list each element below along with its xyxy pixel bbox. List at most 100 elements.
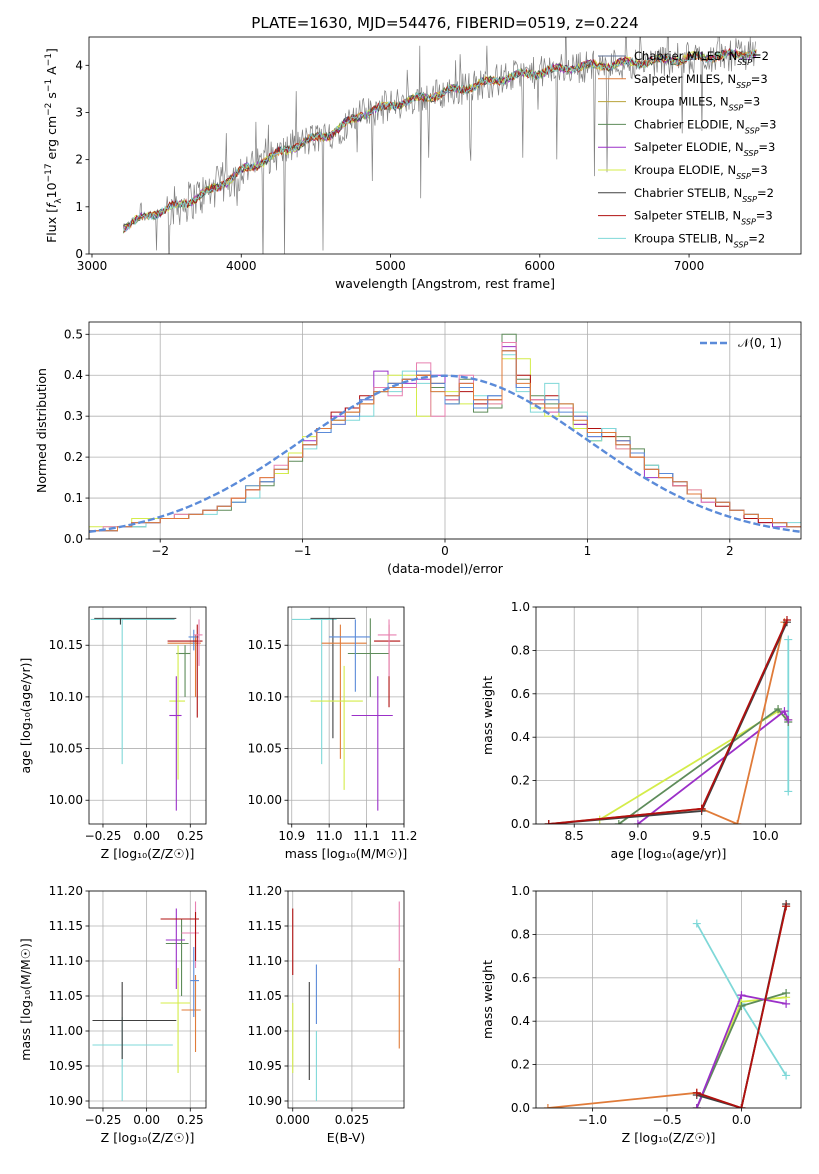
x-tick-label: −1.0 <box>578 1113 607 1127</box>
legend-tail: =3 <box>743 95 760 109</box>
legend-tail: =2 <box>748 231 765 245</box>
x-axis-label: E(B-V) <box>327 1130 366 1145</box>
legend-entry: Kroupa STELIB, NSSP=2 <box>634 231 765 249</box>
y-tick-label: 0.4 <box>64 368 83 382</box>
y-axis-label: mass weight <box>480 960 495 1039</box>
weight-marker <box>784 635 793 644</box>
errorbar-point-4 <box>190 947 200 1017</box>
x-tick-label: 10.9 <box>278 829 305 843</box>
y-tick-label: 1.0 <box>511 600 530 614</box>
y-tick-label: 11.15 <box>248 919 282 933</box>
legend-tail: =2 <box>757 186 774 200</box>
y-tick-label: 11.10 <box>49 954 83 968</box>
weight-marker <box>782 902 791 911</box>
plot-area <box>92 901 201 1101</box>
y-tick-label: 0.0 <box>511 1101 530 1115</box>
model-line-8 <box>122 48 757 232</box>
legend-sub: SSP <box>745 126 760 135</box>
plot-area <box>543 900 791 1108</box>
axes-frame <box>88 606 207 825</box>
legend-label: Kroupa MILES, N <box>634 95 729 109</box>
y-axis-label-part: −2 <box>44 103 54 116</box>
y-tick-label: 4 <box>75 58 83 72</box>
weight-marker <box>782 988 791 997</box>
axes-frame <box>88 321 802 540</box>
legend-label: Salpeter STELIB, N <box>634 209 741 223</box>
legend-label: Kroupa STELIB, N <box>634 231 734 245</box>
panel-age_vs_Z: −0.25 0.00 0.25 10.00 10.05 10.10 10.15 Z [log₁… <box>18 606 207 861</box>
errorbar-point-8 <box>193 619 203 666</box>
x-tick-label: −0.25 <box>85 1113 122 1127</box>
legend-entry: Salpeter MILES, NSSP=3 <box>634 72 768 90</box>
x-tick-label: 11.1 <box>353 829 380 843</box>
x-tick-label: 11.2 <box>391 829 418 843</box>
x-tick-label: −2 <box>151 544 169 558</box>
y-tick-label: 0.0 <box>511 817 530 831</box>
plot-area <box>89 333 801 539</box>
y-axis-label: mass weight <box>480 676 495 755</box>
weight-marker <box>774 704 783 713</box>
x-tick-label: 2 <box>726 544 734 558</box>
weight-marker <box>784 787 793 796</box>
y-tick-label: 11.10 <box>248 954 282 968</box>
legend-tail: =3 <box>760 117 777 131</box>
y-tick-label: 11.20 <box>248 884 282 898</box>
x-tick-label: 7000 <box>674 259 705 273</box>
x-tick-label: 0.25 <box>177 829 204 843</box>
y-tick-label: 10.05 <box>49 742 83 756</box>
weight-marker <box>782 1071 791 1080</box>
weight-marker <box>692 1104 701 1108</box>
y-tick-label: 11.00 <box>49 1024 83 1038</box>
axes-frame <box>88 36 802 255</box>
errorbar-point-6 <box>351 676 393 811</box>
y-tick-label: 10.15 <box>248 638 282 652</box>
errorbar-point-4 <box>329 619 371 692</box>
weight-marker <box>782 616 791 625</box>
axes-frame <box>287 890 405 1109</box>
legend-label: Salpeter ELODIE, N <box>634 140 744 154</box>
weight-marker <box>543 1104 552 1108</box>
legend-entry: Chabrier MILES, NSSP=2 <box>634 49 769 67</box>
y-axis-label-part: −1 <box>44 79 54 92</box>
legend-entry: Kroupa ELODIE, NSSP=3 <box>634 163 768 181</box>
y-tick-label: 2 <box>75 153 83 167</box>
legend-sub: SSP <box>734 240 749 249</box>
weight-marker <box>784 715 793 724</box>
y-tick-label: 1.0 <box>511 884 530 898</box>
x-tick-label: −0.25 <box>85 829 122 843</box>
x-tick-label: 10.0 <box>752 829 779 843</box>
x-axis-label: Z [log₁₀(Z/Z☉)] <box>622 1130 716 1145</box>
y-axis-label: mass [log₁₀(M/M☉)] <box>18 938 33 1060</box>
legend-label: Chabrier STELIB, N <box>634 186 742 200</box>
x-tick-label: 9.5 <box>692 829 711 843</box>
y-tick-label: 0.3 <box>64 409 83 423</box>
legend-label: Chabrier ELODIE, N <box>634 117 745 131</box>
weight-series-6 <box>696 906 787 1108</box>
legend-sub: SSP <box>744 149 759 158</box>
legend-label: Chabrier MILES, N <box>634 49 737 63</box>
x-tick-label: 4000 <box>226 259 257 273</box>
errorbar-point-5 <box>165 919 189 996</box>
weight-marker <box>782 999 791 1008</box>
legend-sub: SSP <box>736 172 751 181</box>
errorbar-point-1 <box>92 982 177 1059</box>
x-tick-label: 0.00 <box>133 1113 160 1127</box>
weight-series-5 <box>548 621 788 824</box>
axes-frame <box>535 890 802 1109</box>
y-tick-label: 10.10 <box>248 690 282 704</box>
errorbar-point-3 <box>181 975 201 1052</box>
legend-entry: Chabrier STELIB, NSSP=2 <box>634 186 774 204</box>
x-tick-label: 3000 <box>77 259 108 273</box>
x-axis-label: Z [log₁₀(Z/Z☉)] <box>101 1130 195 1145</box>
errorbar-point-3 <box>176 645 191 697</box>
x-tick-label: 0 <box>441 544 449 558</box>
errorbar-point-1 <box>94 617 177 625</box>
weight-marker <box>737 1104 746 1108</box>
y-axis-label-part: Flux [ <box>44 208 59 243</box>
legend-label: Salpeter MILES, N <box>634 72 736 86</box>
y-tick-label: 11.05 <box>49 989 83 1003</box>
y-tick-label: 11.15 <box>49 919 83 933</box>
errorbar-point-0 <box>90 618 175 765</box>
y-tick-label: 1 <box>75 200 83 214</box>
